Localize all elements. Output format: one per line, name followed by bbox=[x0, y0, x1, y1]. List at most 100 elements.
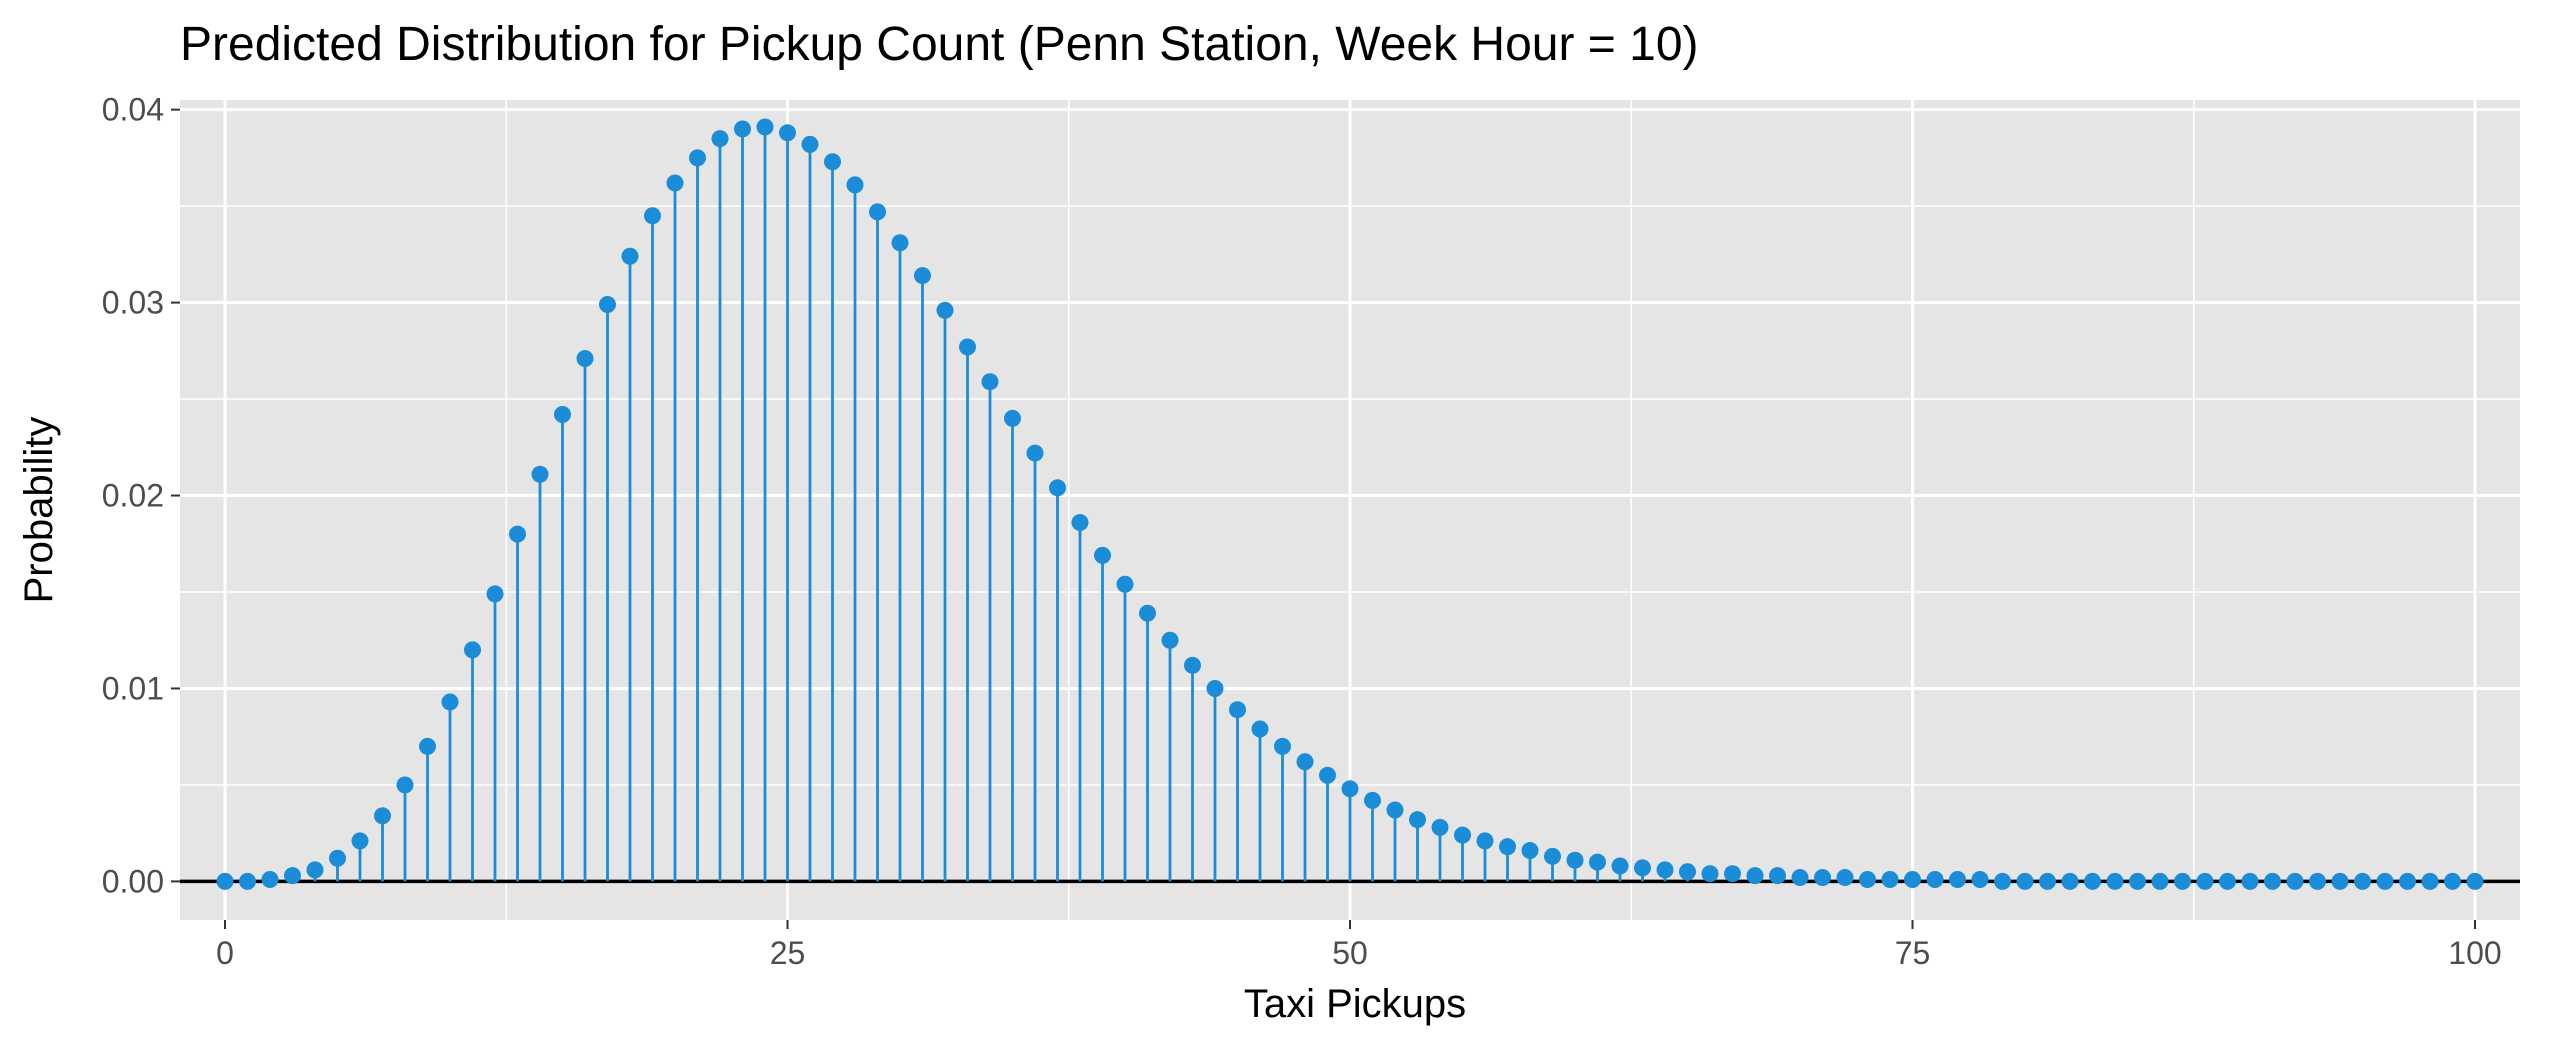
data-point bbox=[284, 867, 301, 885]
stems bbox=[268, 127, 1982, 882]
data-point bbox=[2016, 872, 2034, 890]
data-point bbox=[1971, 870, 1989, 888]
data-point bbox=[1296, 753, 1314, 771]
data-point bbox=[396, 776, 414, 794]
data-point bbox=[1859, 870, 1876, 888]
data-point bbox=[1544, 847, 1561, 865]
y-tick-label: 0.02 bbox=[102, 478, 164, 514]
data-point bbox=[1881, 870, 1899, 888]
data-point bbox=[981, 373, 999, 391]
data-point bbox=[576, 350, 594, 368]
data-point bbox=[1836, 869, 1854, 887]
data-point bbox=[2466, 872, 2484, 890]
data-point bbox=[1319, 766, 1336, 784]
data-point bbox=[1926, 870, 1944, 888]
data-point bbox=[2219, 872, 2236, 890]
data-point bbox=[1161, 631, 1179, 649]
data-point bbox=[1116, 575, 1134, 593]
x-tick-label: 100 bbox=[2448, 935, 2501, 971]
data-point bbox=[531, 465, 549, 483]
x-axis-ticks: 0 25 50 75 100 bbox=[216, 920, 2502, 971]
data-point bbox=[441, 693, 459, 711]
data-point bbox=[1274, 737, 1291, 755]
data-point bbox=[1184, 656, 1201, 674]
data-point bbox=[1004, 409, 1021, 427]
data-point bbox=[644, 207, 661, 225]
data-point bbox=[891, 234, 909, 252]
data-point bbox=[2444, 872, 2461, 890]
x-tick-label: 25 bbox=[770, 935, 806, 971]
data-point bbox=[464, 641, 481, 659]
data-point bbox=[1746, 867, 1764, 885]
data-point bbox=[1026, 444, 1044, 462]
data-point bbox=[779, 124, 796, 142]
data-point bbox=[959, 338, 976, 356]
y-axis-title: Probability bbox=[17, 417, 61, 604]
data-point bbox=[666, 174, 684, 192]
data-point bbox=[1454, 826, 1471, 844]
data-point bbox=[1476, 832, 1494, 850]
data-point bbox=[2061, 872, 2079, 890]
data-point bbox=[486, 585, 504, 603]
y-tick-label: 0.01 bbox=[102, 670, 164, 706]
data-point bbox=[711, 130, 729, 148]
data-point bbox=[2039, 872, 2056, 890]
data-point bbox=[1341, 780, 1359, 798]
data-point bbox=[734, 120, 751, 138]
data-point bbox=[1566, 851, 1584, 869]
y-tick-label: 0.00 bbox=[102, 863, 164, 899]
data-point bbox=[2241, 872, 2259, 890]
points bbox=[216, 118, 2484, 890]
data-point bbox=[1139, 604, 1156, 622]
x-axis-title: Taxi Pickups bbox=[1244, 982, 1466, 1026]
data-point bbox=[1679, 863, 1696, 881]
x-tick-label: 75 bbox=[1895, 935, 1931, 971]
y-tick-label: 0.03 bbox=[102, 285, 164, 321]
data-point bbox=[1814, 869, 1831, 887]
data-point bbox=[824, 153, 841, 171]
data-point bbox=[1994, 872, 2011, 890]
data-point bbox=[801, 135, 819, 153]
data-point bbox=[599, 296, 616, 314]
major-gridlines bbox=[180, 100, 2520, 920]
data-point bbox=[374, 807, 391, 825]
data-point bbox=[1206, 679, 1224, 697]
chart-title: Predicted Distribution for Pickup Count … bbox=[180, 18, 1699, 71]
data-point bbox=[621, 247, 639, 265]
data-point bbox=[2421, 872, 2439, 890]
data-point bbox=[1791, 869, 1809, 887]
data-point bbox=[2084, 872, 2101, 890]
data-point bbox=[1769, 867, 1786, 885]
data-point bbox=[2354, 872, 2371, 890]
data-point bbox=[1611, 857, 1629, 875]
data-point bbox=[2264, 872, 2281, 890]
data-point bbox=[419, 737, 436, 755]
data-point bbox=[756, 118, 774, 136]
data-point bbox=[1049, 479, 1066, 497]
data-point bbox=[914, 267, 931, 285]
data-point bbox=[216, 872, 234, 890]
data-point bbox=[554, 405, 571, 423]
y-tick-label: 0.04 bbox=[102, 92, 164, 128]
data-point bbox=[2106, 872, 2124, 890]
data-point bbox=[509, 525, 526, 543]
y-axis-ticks: 0.00 0.01 0.02 0.03 0.04 bbox=[102, 92, 180, 899]
data-point bbox=[2399, 872, 2416, 890]
data-point bbox=[1904, 870, 1921, 888]
data-point bbox=[2376, 872, 2394, 890]
x-tick-label: 0 bbox=[216, 935, 234, 971]
data-point bbox=[689, 149, 706, 167]
data-point bbox=[1094, 546, 1111, 564]
data-point bbox=[1949, 870, 1966, 888]
data-point bbox=[1499, 838, 1516, 856]
data-point bbox=[2129, 872, 2146, 890]
x-tick-label: 50 bbox=[1332, 935, 1368, 971]
data-point bbox=[1364, 791, 1381, 809]
data-point bbox=[1431, 818, 1449, 836]
data-point bbox=[2309, 872, 2326, 890]
data-point bbox=[936, 301, 954, 319]
data-point bbox=[329, 849, 346, 867]
data-point bbox=[2331, 872, 2349, 890]
data-point bbox=[2196, 872, 2214, 890]
